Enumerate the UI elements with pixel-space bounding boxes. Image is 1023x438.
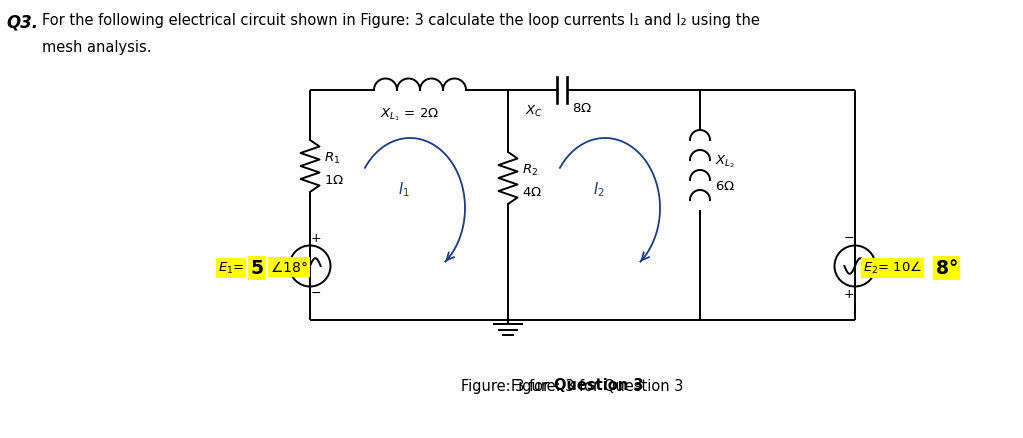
Text: 6$\Omega$: 6$\Omega$ [715, 180, 736, 192]
Text: $X_{L_1}$ = 2$\Omega$: $X_{L_1}$ = 2$\Omega$ [381, 106, 440, 123]
Text: Q3.: Q3. [6, 13, 38, 31]
Text: $\mathbf{5}$: $\mathbf{5}$ [250, 258, 264, 278]
Text: −: − [311, 287, 321, 300]
Text: $E_1$=: $E_1$= [218, 261, 244, 276]
Text: $I_2$: $I_2$ [593, 180, 605, 199]
Text: $X_{L_2}$: $X_{L_2}$ [715, 154, 736, 170]
Text: For the following electrical circuit shown in Figure: 3 calculate the loop curre: For the following electrical circuit sho… [42, 13, 760, 28]
Text: $X_C$: $X_C$ [525, 104, 543, 119]
Text: +: + [844, 288, 854, 301]
Text: $\angle$18°: $\angle$18° [270, 259, 308, 275]
Text: −: − [844, 232, 854, 245]
Text: $\mathbf{8°}$: $\mathbf{8°}$ [935, 258, 958, 278]
Text: Figure: 3 for: Figure: 3 for [460, 378, 553, 393]
Text: $I_1$: $I_1$ [398, 180, 410, 199]
Text: $R_1$: $R_1$ [324, 150, 341, 166]
Text: $R_2$: $R_2$ [522, 162, 538, 177]
Text: 1$\Omega$: 1$\Omega$ [324, 174, 344, 187]
Text: mesh analysis.: mesh analysis. [42, 40, 151, 55]
Text: 8$\Omega$: 8$\Omega$ [572, 102, 592, 115]
Text: $E_2$= 10$\angle$: $E_2$= 10$\angle$ [863, 260, 922, 276]
Text: 4$\Omega$: 4$\Omega$ [522, 187, 542, 199]
Text: +: + [311, 232, 321, 245]
Text: Figure: 3 for Question 3: Figure: 3 for Question 3 [512, 378, 683, 393]
Text: Question 3: Question 3 [553, 378, 643, 393]
